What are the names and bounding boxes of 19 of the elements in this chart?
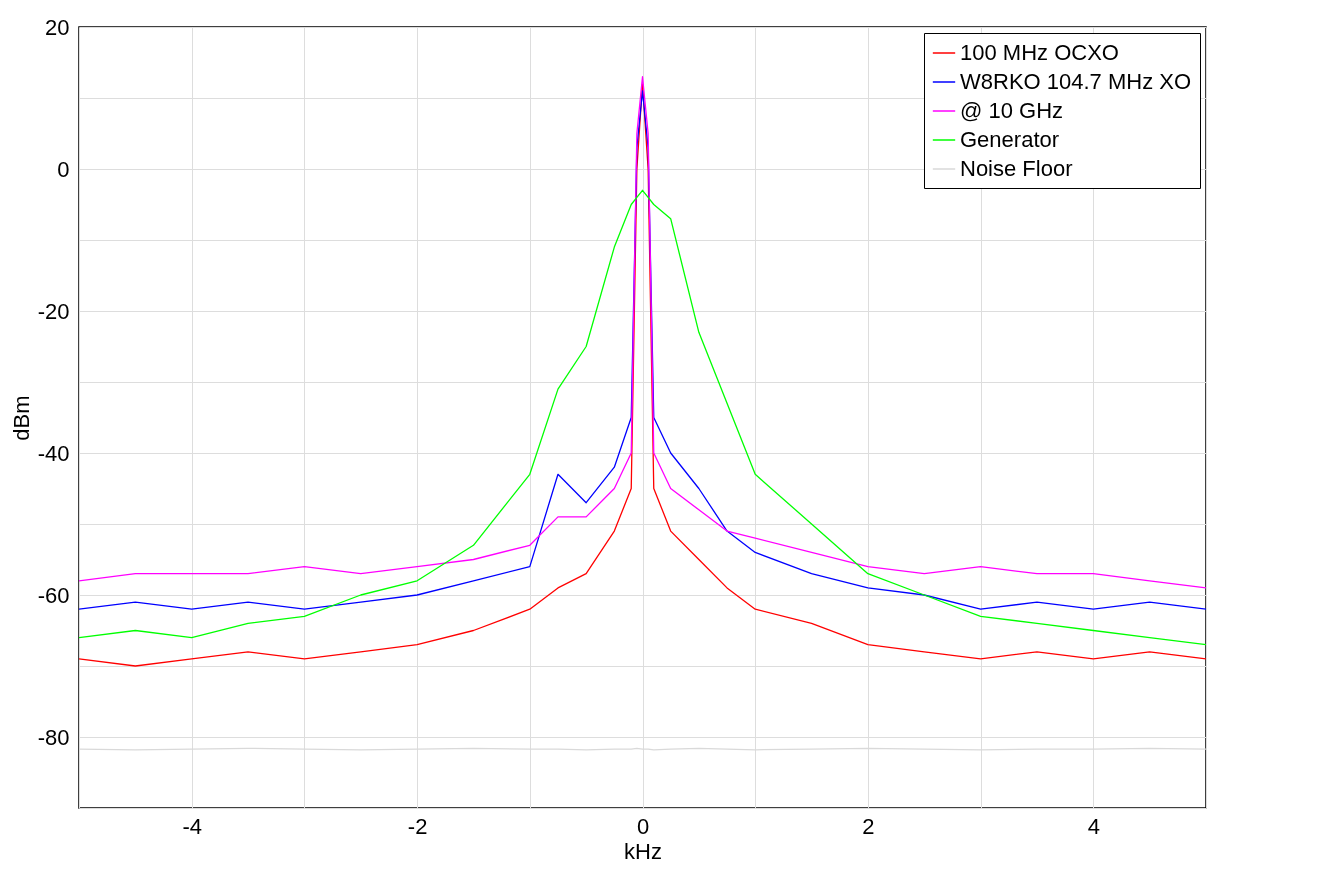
y-tick-label: 20 (45, 14, 70, 40)
x-tick-label: 2 (862, 813, 875, 839)
y-tick-label: -60 (37, 582, 70, 608)
y-axis-title: dBm (8, 395, 34, 441)
legend-label: @ 10 GHz (960, 98, 1064, 123)
x-tick-label: -2 (407, 813, 428, 839)
x-tick-label: 0 (636, 813, 650, 839)
x-axis-title: kHz (624, 838, 662, 864)
legend-label: 100 MHz OCXO (960, 40, 1119, 65)
legend-label: W8RKO 104.7 MHz XO (960, 69, 1192, 94)
y-tick-label: -80 (37, 724, 70, 750)
y-tick-label: -20 (37, 298, 70, 324)
legend-label: Noise Floor (960, 156, 1073, 181)
x-tick-label: 4 (1087, 813, 1100, 839)
x-tick-label: -4 (182, 813, 202, 839)
line-series (79, 189, 1206, 646)
y-tick-label: -40 (37, 440, 70, 466)
legend-label: Generator (960, 127, 1060, 152)
y-tick-label: 0 (57, 156, 70, 182)
